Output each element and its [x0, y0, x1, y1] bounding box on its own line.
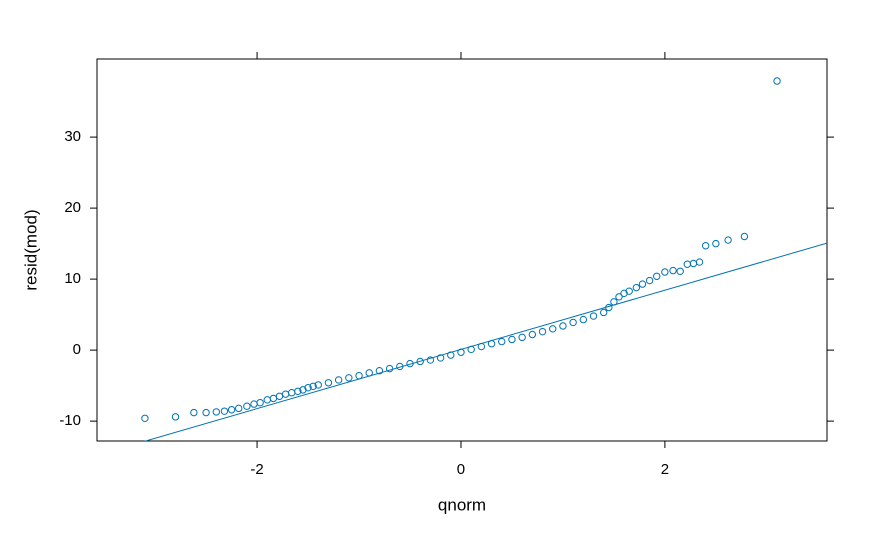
point: [202, 408, 210, 417]
point: [589, 312, 598, 320]
y-tick-label: 10: [64, 270, 81, 287]
point: [689, 259, 698, 268]
point: [355, 371, 363, 380]
x-tick-label: 0: [457, 461, 465, 478]
point: [304, 384, 312, 392]
point: [669, 266, 677, 275]
point: [190, 408, 198, 417]
point: [773, 77, 781, 85]
point: [653, 272, 661, 280]
point: [385, 364, 394, 373]
point: [579, 315, 588, 324]
point: [600, 308, 608, 317]
point: [375, 367, 384, 375]
point: [569, 318, 577, 327]
point: [638, 280, 647, 288]
y-tick-label: 30: [64, 128, 81, 145]
x-tick-label: -2: [250, 461, 263, 478]
plot-frame: [96, 58, 828, 442]
point: [235, 404, 243, 413]
point: [281, 390, 290, 398]
point: [365, 369, 373, 377]
point: [498, 337, 506, 346]
point: [549, 325, 557, 333]
point: [263, 396, 271, 404]
point: [212, 408, 220, 416]
point: [701, 242, 710, 250]
point: [299, 386, 307, 394]
point: [508, 335, 516, 344]
point: [467, 345, 475, 354]
x-axis-label: qnorm: [438, 495, 486, 514]
point: [528, 330, 537, 339]
point: [227, 406, 236, 414]
point: [661, 268, 669, 276]
point: [538, 327, 547, 336]
point: [314, 381, 322, 389]
point: [625, 287, 633, 295]
point: [477, 342, 486, 351]
point: [436, 354, 445, 362]
point: [324, 379, 333, 387]
point: [676, 267, 684, 276]
point: [740, 232, 749, 241]
point: [275, 392, 284, 400]
point: [269, 394, 278, 403]
point: [141, 414, 149, 422]
y-axis-label: resid(mod): [21, 209, 40, 290]
point: [447, 351, 455, 359]
point: [288, 389, 296, 397]
point: [294, 387, 302, 395]
point: [610, 298, 618, 306]
point: [243, 402, 251, 410]
point: [171, 413, 180, 421]
point: [518, 333, 526, 342]
point: [309, 382, 317, 391]
point: [620, 289, 628, 298]
x-tick-label: 2: [661, 461, 669, 478]
point: [220, 407, 229, 415]
point: [724, 236, 732, 244]
point: [406, 359, 414, 368]
y-tick-label: 20: [64, 199, 81, 216]
point: [605, 303, 613, 312]
point: [416, 357, 424, 366]
point: [334, 376, 343, 384]
point: [615, 293, 623, 301]
point: [632, 283, 641, 292]
y-tick-label: 0: [73, 341, 81, 358]
point: [645, 276, 654, 285]
point: [457, 348, 465, 356]
point: [256, 398, 264, 407]
point: [250, 400, 258, 408]
point: [345, 374, 353, 382]
y-tick-label: -10: [59, 412, 81, 429]
point: [712, 239, 720, 248]
point: [396, 362, 404, 371]
point: [426, 356, 435, 364]
point: [487, 340, 496, 348]
point: [683, 260, 692, 268]
point: [695, 258, 704, 266]
point: [559, 322, 567, 330]
